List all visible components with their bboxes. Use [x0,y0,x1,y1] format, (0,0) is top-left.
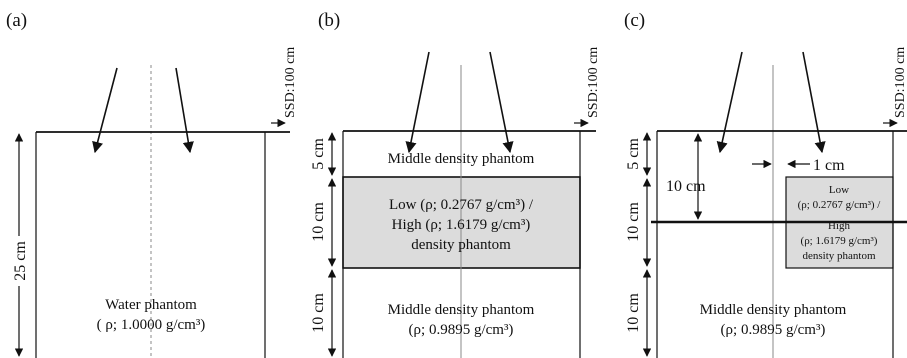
beam-arrow-left-b [405,51,430,154]
ssd-label-a: SSD:100 cm [283,47,298,118]
bottom-layer-line1-c: Middle density phantom [700,302,847,318]
insert-line2-c: (ρ; 0.2767 g/cm³) / [798,199,882,211]
ssd-label-b: SSD:100 cm [586,47,601,118]
dim-label-mid-c: 10 cm [625,202,642,242]
middle-layer-line3-b: density phantom [411,237,511,253]
depth-10cm-label-c: 10 cm [666,178,706,195]
beam-arrow-right-a [175,67,194,154]
depth-label-bg-a [11,236,28,286]
insert-line1-c: Low [829,184,849,196]
insert-line4-c: (ρ; 1.6179 g/cm³) [801,235,878,247]
top-layer-label-b: Middle density phantom [388,151,535,167]
insert-line3-c: High [828,220,851,232]
dim-label-top-c: 5 cm [625,138,642,170]
dim-label-bot-b: 10 cm [310,293,327,333]
middle-layer-line1-b: Low (ρ; 0.2767 g/cm³) / [389,197,534,213]
panel-a: (a) SSD:100 cm 25 cm Water phantom ( ρ; … [6,10,298,358]
beam-arrow-left-c [716,51,743,154]
panel-a-label: (a) [6,10,27,31]
panel-b: (b) SSD:100 cm 5 cm 10 cm 10 cm Middle d… [310,10,601,358]
ssd-label-c: SSD:100 cm [893,47,907,118]
bottom-layer-line2-c: (ρ; 0.9895 g/cm³) [721,322,826,338]
panel-b-label: (b) [318,10,340,31]
beam-arrow-right-c [802,51,826,154]
bottom-layer-line2-b: (ρ; 0.9895 g/cm³) [409,322,514,338]
beam-arrow-left-a [92,67,118,154]
bottom-layer-line1-b: Middle density phantom [388,302,535,318]
panel-c-label: (c) [624,10,645,31]
offset-label-c: 1 cm [813,157,845,174]
beam-arrow-right-b [489,51,514,154]
insert-line5-c: density phantom [802,250,875,262]
dim-label-bot-c: 10 cm [625,293,642,333]
water-phantom-label: Water phantom [105,297,197,313]
panel-c: (c) SSD:100 cm 5 cm 10 cm 10 cm 10 cm 1 … [624,10,907,358]
depth-label-a: 25 cm [12,241,29,281]
middle-layer-line2-b: High (ρ; 1.6179 g/cm³) [392,217,531,233]
water-phantom-density: ( ρ; 1.0000 g/cm³) [97,317,206,333]
dim-label-top-b: 5 cm [310,138,327,170]
dim-label-mid-b: 10 cm [310,202,327,242]
